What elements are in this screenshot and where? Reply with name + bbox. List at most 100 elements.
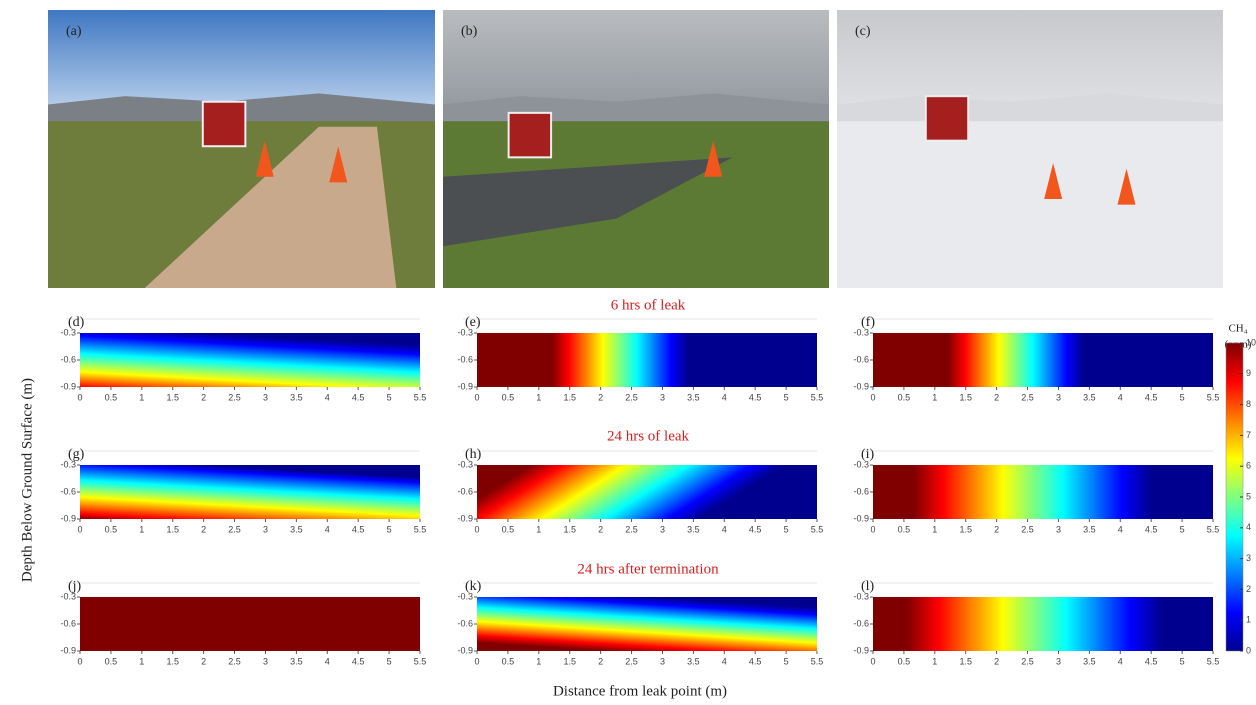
heatmap [873,465,1213,519]
x-tick-label: 0.5 [898,392,911,402]
row-title: 24 hrs after termination [577,561,719,577]
x-tick-label: 2.5 [625,524,638,534]
x-tick-label: 3.5 [687,524,700,534]
x-tick-label: 4.5 [1145,392,1158,402]
x-tick-label: 1 [139,392,144,402]
photo-cone [1117,168,1136,205]
y-tick-label: -0.6 [853,354,869,364]
x-tick-label: 3 [660,656,665,666]
panel-label: (h) [465,447,482,462]
heatmap [80,597,420,651]
x-tick-label: 1 [139,656,144,666]
colorbar-tick-label: 4 [1246,522,1251,532]
colorbar-tick-label: 3 [1246,553,1251,563]
x-tick-label: 4 [325,524,330,534]
x-tick-label: 1.5 [959,656,972,666]
x-tick-label: 5.5 [1207,524,1220,534]
y-tick-label: -0.9 [60,381,76,391]
y-tick-label: -0.9 [60,645,76,655]
x-tick-label: 1 [536,524,541,534]
x-tick-label: 0 [474,392,479,402]
x-tick-label: 3 [1056,524,1061,534]
heatmap [873,333,1213,387]
photo-field [837,121,1223,288]
x-tick-label: 3.5 [290,656,303,666]
y-tick-label: -0.6 [457,486,473,496]
colorbar-tick-label: 2 [1246,584,1251,594]
x-tick-label: 2 [994,392,999,402]
y-tick-label: -0.6 [60,354,76,364]
x-tick-label: 0.5 [898,524,911,534]
x-tick-label: 0.5 [502,656,515,666]
x-tick-label: 3 [263,656,268,666]
colorbar-tick-label: 9 [1246,368,1251,378]
panel-label: (c) [855,24,871,39]
heatmap [477,333,817,387]
x-tick-label: 3 [1056,392,1061,402]
photo-shed [201,100,247,148]
x-tick-label: 0.5 [502,524,515,534]
x-tick-label: 4 [325,392,330,402]
y-tick-label: -0.9 [457,645,473,655]
x-tick-label: 1 [139,524,144,534]
colorbar-label: CH₄ [1228,323,1247,335]
panel-label: (b) [461,24,478,39]
panel-label: (d) [68,315,85,330]
x-tick-label: 5.5 [414,656,427,666]
x-tick-label: 1 [536,656,541,666]
x-tick-label: 3.5 [1083,524,1096,534]
y-tick-label: -0.3 [457,327,473,337]
y-tick-label: -0.3 [457,591,473,601]
x-tick-label: 0 [474,656,479,666]
y-tick-label: -0.9 [457,381,473,391]
x-tick-label: 4.5 [749,392,762,402]
y-tick-label: -0.6 [60,618,76,628]
x-tick-label: 5 [1180,656,1185,666]
x-tick-label: 2 [994,656,999,666]
x-tick-label: 4.5 [352,524,365,534]
x-tick-label: 0 [77,392,82,402]
x-tick-label: 1 [932,656,937,666]
x-tick-label: 3.5 [687,392,700,402]
x-tick-label: 2.5 [228,524,241,534]
y-tick-label: -0.9 [853,645,869,655]
x-tick-label: 0 [870,656,875,666]
x-tick-label: 4.5 [1145,656,1158,666]
x-tick-label: 2.5 [1021,524,1034,534]
colorbar-tick-label: 6 [1246,461,1251,471]
photo-cone [255,140,274,177]
heatmap [80,465,420,519]
x-tick-label: 5.5 [811,656,824,666]
x-tick-label: 1.5 [959,524,972,534]
y-tick-label: -0.9 [457,513,473,523]
x-tick-label: 3 [263,524,268,534]
x-tick-label: 0 [870,392,875,402]
y-tick-label: -0.6 [457,618,473,628]
heatmap [477,597,817,651]
x-tick-label: 1 [932,392,937,402]
x-tick-label: 3 [660,524,665,534]
x-tick-label: 4 [325,656,330,666]
panel-label: (a) [66,24,82,39]
x-tick-label: 1.5 [166,524,179,534]
x-tick-label: 3.5 [1083,392,1096,402]
y-tick-label: -0.3 [60,459,76,469]
x-tick-label: 4.5 [352,656,365,666]
y-tick-label: -0.6 [457,354,473,364]
x-tick-label: 4 [1118,524,1123,534]
x-tick-label: 3 [263,392,268,402]
x-tick-label: 2.5 [1021,656,1034,666]
panel-label: (e) [465,315,481,330]
x-tick-label: 2.5 [1021,392,1034,402]
y-tick-label: -0.3 [853,459,869,469]
y-tick-label: -0.9 [853,381,869,391]
x-tick-label: 2.5 [228,392,241,402]
x-tick-label: 1.5 [563,524,576,534]
y-tick-label: -0.6 [853,486,869,496]
colorbar-tick-label: 5 [1246,491,1251,501]
x-tick-label: 0.5 [502,392,515,402]
x-tick-label: 3.5 [290,524,303,534]
x-tick-label: 5 [784,656,789,666]
y-axis-label: Depth Below Ground Surface (m) [19,378,35,582]
x-tick-label: 4 [1118,392,1123,402]
